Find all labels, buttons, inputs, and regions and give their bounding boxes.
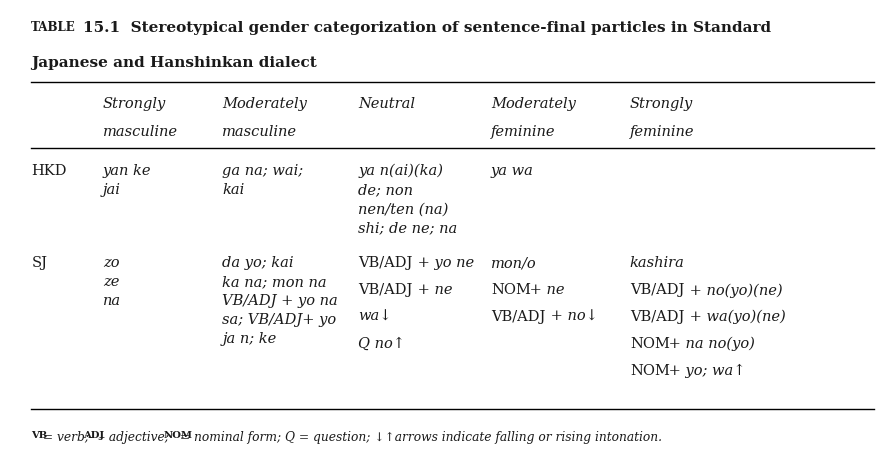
Text: feminine: feminine	[491, 125, 556, 139]
Text: + no(yo)(ne): + no(yo)(ne)	[685, 283, 782, 298]
Text: + wa(yo)(ne): + wa(yo)(ne)	[685, 310, 785, 324]
Text: masculine: masculine	[222, 125, 297, 139]
Text: NOM: NOM	[630, 364, 670, 377]
Text: Q no↑: Q no↑	[358, 337, 405, 351]
Text: Japanese and Hanshinkan dialect: Japanese and Hanshinkan dialect	[31, 56, 317, 70]
Text: + yo ne: + yo ne	[413, 256, 474, 270]
Text: yan ke
jai: yan ke jai	[103, 164, 151, 197]
Text: + no↓: + no↓	[546, 310, 598, 324]
Text: kashira: kashira	[630, 256, 685, 270]
Text: + na no(yo): + na no(yo)	[664, 337, 754, 351]
Text: 15.1  Stereotypical gender categorization of sentence-final particles in Standar: 15.1 Stereotypical gender categorization…	[83, 21, 771, 35]
Text: NOM: NOM	[630, 337, 670, 351]
Text: feminine: feminine	[630, 125, 694, 139]
Text: Moderately: Moderately	[222, 97, 307, 111]
Text: da yo; kai
ka na; mon na
VB/ADJ + yo na
sa; VB/ADJ+ yo
ja n; ke: da yo; kai ka na; mon na VB/ADJ + yo na …	[222, 256, 338, 346]
Text: wa↓: wa↓	[358, 310, 392, 324]
Text: VB/ADJ: VB/ADJ	[630, 283, 685, 297]
Text: VB/ADJ: VB/ADJ	[358, 256, 413, 270]
Text: + ne: + ne	[413, 283, 452, 297]
Text: Strongly: Strongly	[103, 97, 167, 111]
Text: HKD: HKD	[31, 164, 67, 178]
Text: TABLE: TABLE	[31, 21, 76, 34]
Text: NOM: NOM	[491, 283, 531, 297]
Text: Neutral: Neutral	[358, 97, 416, 111]
Text: VB/ADJ: VB/ADJ	[358, 283, 413, 297]
Text: zo
ze
na: zo ze na	[103, 256, 121, 308]
Text: Moderately: Moderately	[491, 97, 576, 111]
Text: VB/ADJ: VB/ADJ	[491, 310, 546, 324]
Text: + ne: + ne	[525, 283, 564, 297]
Text: SJ: SJ	[31, 256, 47, 270]
Text: = verb;: = verb;	[39, 431, 93, 444]
Text: + yo; wa↑: + yo; wa↑	[664, 364, 745, 378]
Text: = nominal form; Q = question; ↓↑arrows indicate falling or rising intonation.: = nominal form; Q = question; ↓↑arrows i…	[176, 431, 662, 444]
Text: – adjective;: – adjective;	[95, 431, 173, 444]
Text: ya n(ai)(ka)
de; non
nen/ten (na)
shi; de ne; na: ya n(ai)(ka) de; non nen/ten (na) shi; d…	[358, 164, 458, 235]
Text: VB: VB	[31, 431, 47, 439]
Text: ADJ: ADJ	[83, 431, 105, 439]
Text: Strongly: Strongly	[630, 97, 694, 111]
Text: VB/ADJ: VB/ADJ	[630, 310, 685, 324]
Text: masculine: masculine	[103, 125, 178, 139]
Text: mon/o: mon/o	[491, 256, 537, 270]
Text: ga na; wai;
kai: ga na; wai; kai	[222, 164, 304, 197]
Text: ya wa: ya wa	[491, 164, 534, 178]
Text: NOM: NOM	[164, 431, 193, 439]
